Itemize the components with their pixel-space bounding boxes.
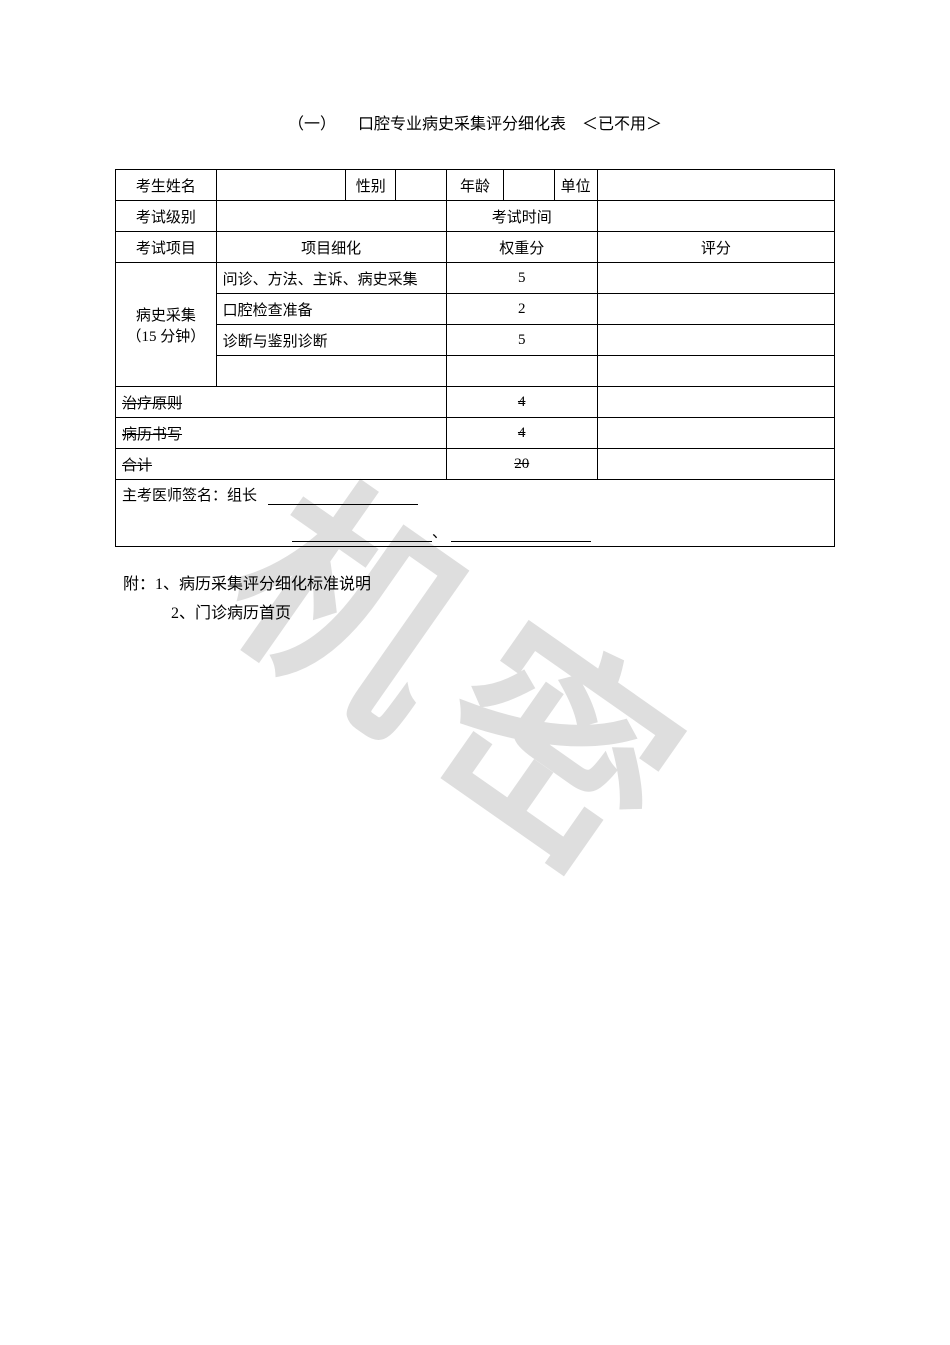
title-suffix: ＜已不用＞ [582, 116, 662, 133]
cell-unit-value [597, 170, 834, 201]
table-row: 治疗原则 4 [116, 387, 835, 418]
signature-line2: 、 [122, 521, 828, 542]
appendix-line2: 2、门诊病历首页 [123, 600, 835, 629]
weight-cell: 2 [446, 294, 597, 325]
cell-gender-value [396, 170, 446, 201]
score-cell [597, 325, 834, 356]
label-gender: 性别 [346, 170, 396, 201]
title-prefix: （一） [288, 116, 336, 133]
score-cell [597, 449, 834, 480]
label-time: 考试时间 [446, 201, 597, 232]
table-row: 口腔检查准备 2 [116, 294, 835, 325]
weight-cell-struck: 4 [446, 418, 597, 449]
table-row: 考试项目 项目细化 权重分 评分 [116, 232, 835, 263]
signature-row: 主考医师签名：组长 、 [116, 480, 835, 547]
weight-cell-struck: 20 [446, 449, 597, 480]
cell-name-value [216, 170, 345, 201]
detail-cell-struck: 治疗原则 [116, 387, 447, 418]
cell-time-value [597, 201, 834, 232]
label-weight: 权重分 [446, 232, 597, 263]
scoring-table: 考生姓名 性别 年龄 单位 考试级别 考试时间 考试项目 项目细化 权重分 评分 [115, 169, 835, 547]
label-unit: 单位 [554, 170, 597, 201]
signature-blank-leader [268, 489, 418, 505]
label-level: 考试级别 [116, 201, 217, 232]
label-score: 评分 [597, 232, 834, 263]
page-content: （一） 口腔专业病史采集评分细化表 ＜已不用＞ 考生姓名 性别 年龄 单位 [0, 0, 950, 629]
score-cell [597, 356, 834, 387]
signature-blank-2 [451, 526, 591, 542]
score-cell [597, 263, 834, 294]
cell-age-value [504, 170, 554, 201]
table-row: 诊断与鉴别诊断 5 [116, 325, 835, 356]
category-name: 病史采集 [122, 304, 210, 325]
detail-cell-struck: 病历书写 [116, 418, 447, 449]
weight-cell: 5 [446, 263, 597, 294]
table-row: 病历书写 4 [116, 418, 835, 449]
signature-label: 主考医师签名：组长 [122, 488, 257, 504]
score-cell [597, 294, 834, 325]
title-main: 口腔专业病史采集评分细化表 [358, 116, 566, 133]
category-sub: （15 分钟） [122, 325, 210, 346]
weight-cell: 5 [446, 325, 597, 356]
weight-cell-struck: 4 [446, 387, 597, 418]
appendix-block: 附：1、病历采集评分细化标准说明 2、门诊病历首页 [115, 571, 835, 629]
table-row: 病史采集 （15 分钟） 问诊、方法、主诉、病史采集 5 [116, 263, 835, 294]
appendix-line1: 附：1、病历采集评分细化标准说明 [123, 571, 835, 600]
label-age: 年龄 [446, 170, 504, 201]
table-row: 考生姓名 性别 年龄 单位 [116, 170, 835, 201]
score-cell [597, 387, 834, 418]
detail-cell [216, 356, 446, 387]
detail-cell: 口腔检查准备 [216, 294, 446, 325]
weight-cell [446, 356, 597, 387]
detail-cell-struck: 合计 [116, 449, 447, 480]
signature-line1: 主考医师签名：组长 [122, 484, 828, 505]
label-name: 考生姓名 [116, 170, 217, 201]
label-item: 考试项目 [116, 232, 217, 263]
signature-blank-1 [292, 526, 432, 542]
table-row: 合计 20 [116, 449, 835, 480]
document-title: （一） 口腔专业病史采集评分细化表 ＜已不用＞ [115, 110, 835, 134]
cell-level-value [216, 201, 446, 232]
detail-cell: 诊断与鉴别诊断 [216, 325, 446, 356]
table-row [116, 356, 835, 387]
label-detail: 项目细化 [216, 232, 446, 263]
detail-cell: 问诊、方法、主诉、病史采集 [216, 263, 446, 294]
score-cell [597, 418, 834, 449]
table-row: 考试级别 考试时间 [116, 201, 835, 232]
category-cell: 病史采集 （15 分钟） [116, 263, 217, 387]
